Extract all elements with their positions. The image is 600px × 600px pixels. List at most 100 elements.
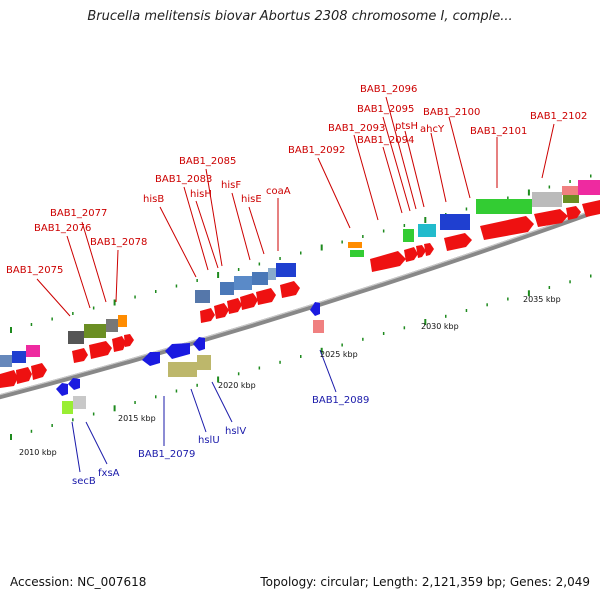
gene-arrow	[72, 348, 88, 363]
gene-block	[73, 396, 86, 409]
scale-tick	[341, 343, 343, 347]
gene-label: coaA	[266, 186, 291, 197]
forward-gene-labels: BAB1_2075 BAB1_2076 BAB1_2077 BAB1_2078 …	[6, 84, 587, 276]
gene-label: BAB1_2101	[470, 126, 527, 137]
forward-leader-lines	[36, 96, 555, 317]
gene-arrow-reverse	[310, 302, 320, 316]
scale-tick	[465, 309, 468, 312]
forward-track-upper	[0, 180, 600, 367]
scale-tick	[300, 251, 302, 255]
scale-tick	[382, 332, 385, 335]
gene-arrow-reverse	[68, 378, 80, 390]
gene-label: hslU	[198, 435, 220, 446]
scale-tick	[382, 229, 385, 233]
scale-tick	[10, 327, 12, 333]
gene-label: BAB1_2093	[328, 123, 385, 134]
scale-tick	[362, 337, 364, 341]
gene-label: BAB1_2085	[179, 156, 236, 167]
gene-label: BAB1_2078	[90, 237, 147, 248]
gene-arrow	[480, 216, 534, 240]
scale-tick	[527, 189, 530, 196]
gene-block	[195, 290, 210, 303]
scale-tick	[507, 297, 509, 301]
scale-tick	[72, 312, 74, 315]
gene-block	[562, 186, 578, 195]
scale-tick	[217, 376, 220, 383]
gene-label: hisE	[241, 194, 262, 205]
scale-tick	[341, 240, 343, 244]
gene-label: hslV	[225, 426, 246, 437]
scale-tick	[10, 434, 12, 440]
scale-tick	[217, 272, 220, 278]
gene-arrow	[534, 209, 568, 227]
gene-label: hisH	[190, 189, 212, 200]
gene-label: BAB1_2100	[423, 107, 480, 118]
gene-label: secB	[72, 476, 96, 487]
scale-tick	[548, 286, 551, 289]
scale-tick	[237, 268, 240, 271]
gene-label: BAB1_2094	[357, 135, 414, 146]
scale-tick	[113, 299, 116, 306]
gene-block	[220, 282, 234, 295]
gene-block	[168, 362, 197, 377]
gene-block	[118, 315, 127, 327]
genome-backbone-highlight	[0, 207, 600, 396]
gene-arrow	[16, 367, 32, 384]
scale-tick	[548, 185, 551, 189]
gene-label: ptsH	[395, 121, 418, 132]
gene-block	[578, 180, 600, 195]
scale-tick	[258, 366, 261, 370]
gene-arrow	[214, 303, 229, 319]
gene-label: ahcY	[420, 124, 445, 135]
gene-arrow	[227, 298, 242, 314]
accession-text: Accession: NC_007618	[10, 575, 147, 589]
gene-label: BAB1_2096	[360, 84, 417, 95]
gene-block	[268, 268, 276, 280]
gene-block	[252, 272, 268, 285]
gene-arrow	[566, 206, 581, 220]
scale-tick	[30, 323, 33, 326]
gene-label: hisF	[221, 180, 241, 191]
scale-tick	[424, 319, 427, 325]
gene-arrow	[89, 341, 112, 359]
gene-arrow-reverse	[142, 352, 160, 366]
gene-block	[106, 319, 118, 332]
map-title: Brucella melitensis biovar Abortus 2308 …	[87, 9, 513, 24]
gene-block	[62, 401, 73, 414]
scale-tick	[196, 279, 198, 282]
scale-tick	[527, 290, 530, 297]
inner-tick-row	[10, 274, 592, 440]
genome-backbone	[0, 207, 600, 400]
gene-arrow	[112, 336, 126, 352]
reverse-leader-lines	[71, 349, 337, 473]
gene-block	[532, 192, 562, 207]
scale-tick	[362, 235, 364, 238]
gene-label: BAB1_2095	[357, 104, 414, 115]
gene-block	[563, 195, 579, 203]
gene-block	[12, 351, 26, 363]
scale-tick	[175, 389, 178, 393]
gene-label: BAB1_2092	[288, 145, 345, 156]
scale-tick	[92, 306, 95, 310]
gene-arrow-reverse	[193, 337, 205, 351]
reverse-track	[56, 302, 324, 414]
gene-block	[84, 324, 106, 338]
scale-tick	[51, 317, 53, 321]
scale-tick	[320, 347, 323, 354]
scale-tick	[507, 196, 509, 200]
gene-label: hisB	[143, 194, 164, 205]
scale-tick	[237, 372, 240, 376]
gene-arrow-reverse	[56, 383, 68, 396]
scale-tick	[424, 217, 427, 223]
gene-arrow	[582, 200, 600, 217]
reverse-gene-labels: secB fxsA BAB1_2079 hslU hslV BAB1_2089	[72, 395, 369, 487]
scale-tick	[486, 303, 488, 307]
gene-arrow-reverse	[165, 343, 190, 359]
scale-tick	[134, 401, 136, 404]
scale-tick	[300, 355, 302, 358]
outer-tick-row	[10, 174, 592, 333]
gene-label: fxsA	[98, 468, 120, 479]
gene-label: BAB1_2102	[530, 111, 587, 122]
gene-arrow	[240, 293, 258, 310]
